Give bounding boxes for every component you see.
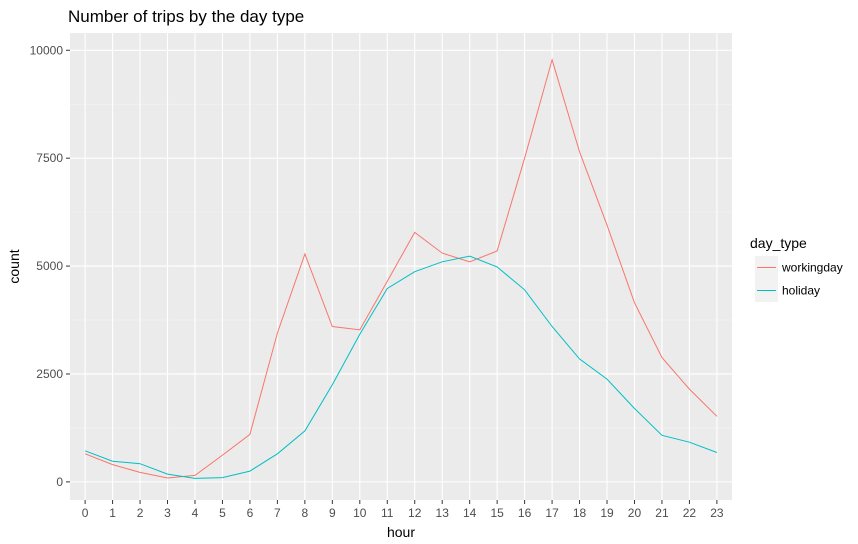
y-axis-title: count [6,249,22,283]
x-tick-label: 9 [329,506,336,520]
x-tick-label: 23 [710,506,724,520]
x-axis: 0 1 2 3 4 5 6 7 8 9 10 11 12 13 14 15 16 17 18 19 20 21 22 23 [82,500,724,520]
x-tick-label: 19 [600,506,614,520]
x-tick-label: 21 [655,506,669,520]
x-tick-label: 3 [164,506,171,520]
series-line-holiday [84,255,718,479]
x-tick-label: 11 [381,506,394,520]
x-tick-label: 15 [490,506,504,520]
x-tick-label: 10 [353,506,367,520]
legend-label-workingday: workingday [781,261,843,275]
x-tick-label: 14 [463,506,477,520]
x-tick-label: 20 [628,506,642,520]
y-tick-label: 7500 [36,151,63,165]
y-tick-label: 2500 [36,367,63,381]
x-tick-label: 7 [274,506,281,520]
minor-gridlines [70,103,732,429]
x-tick-label: 18 [573,506,587,520]
legend-title: day_type [750,235,807,251]
chart-title: Number of trips by the day type [68,7,304,26]
y-tick-label: 0 [56,475,63,489]
y-tick-label: 10000 [30,43,64,57]
x-tick-label: 5 [219,506,226,520]
major-gridlines [70,33,732,500]
x-tick-label: 6 [247,506,254,520]
y-tick-label: 5000 [36,259,63,273]
x-tick-label: 17 [545,506,559,520]
x-tick-label: 12 [408,506,422,520]
x-tick-label: 2 [137,506,144,520]
legend: day_type workingday holiday [750,235,843,302]
x-tick-label: 13 [436,506,450,520]
series-lines [84,57,718,479]
x-axis-title: hour [387,524,415,540]
legend-label-holiday: holiday [782,284,820,298]
series-line-workingday [84,57,718,479]
x-tick-label: 0 [82,506,89,520]
x-tick-label: 1 [109,506,116,520]
x-tick-label: 8 [302,506,309,520]
y-axis: 0 2500 5000 7500 10000 [30,43,70,489]
x-tick-label: 4 [192,506,199,520]
x-tick-label: 16 [518,506,532,520]
x-tick-label: 22 [683,506,697,520]
